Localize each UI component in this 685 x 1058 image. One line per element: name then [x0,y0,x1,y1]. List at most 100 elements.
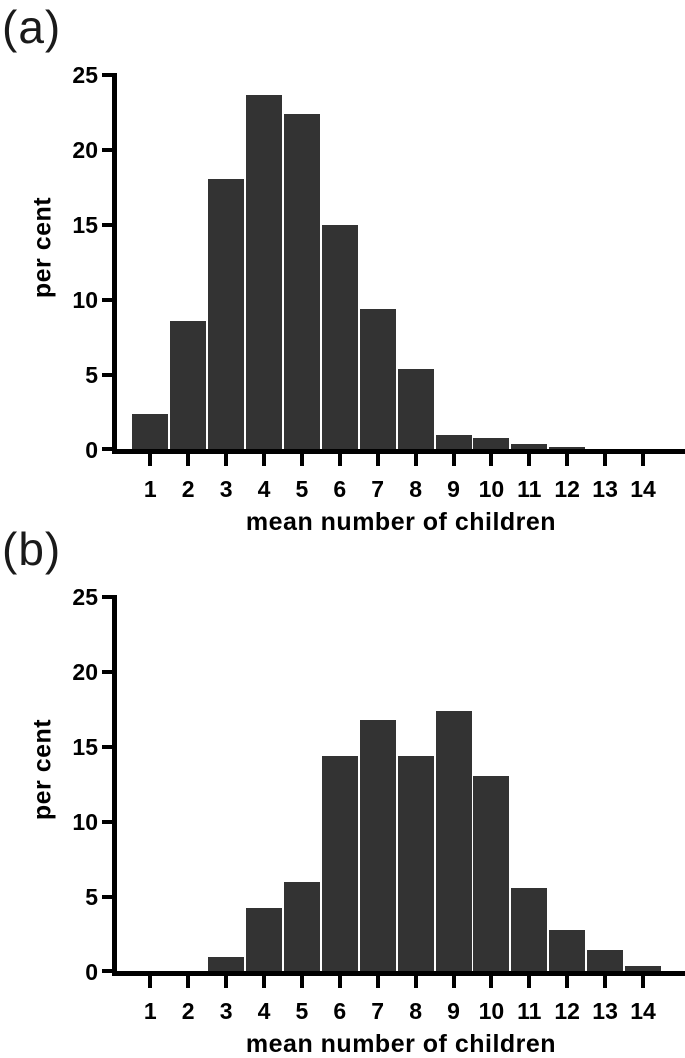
x-tick-label: 9 [447,998,460,1024]
x-axis-line [112,449,685,454]
x-tick [186,454,191,466]
x-tick [375,454,380,466]
x-tick-label: 4 [257,476,271,502]
x-tick [186,976,191,988]
x-tick [375,976,380,988]
x-tick-label: 2 [181,476,195,502]
bar [511,444,548,449]
bar [359,309,396,449]
x-axis-title-a: mean number of children [245,508,557,536]
y-axis-title-a: per cent [28,196,57,299]
y-tick [102,969,112,973]
bar [321,756,358,971]
x-tick-label: 14 [630,998,656,1024]
x-tick [641,976,645,988]
bar [549,930,586,971]
x-tick-label: 5 [295,476,309,502]
x-tick-label: 11 [517,998,542,1024]
bar [397,369,434,449]
x-tick-label: 8 [409,998,422,1024]
x-tick-label: 6 [333,998,347,1024]
x-tick-label: 7 [371,998,385,1024]
y-tick [102,819,112,824]
y-tick [102,894,112,899]
x-tick [641,454,645,466]
bar [208,957,245,971]
x-tick [527,976,532,988]
panel-b-label: (b) [2,523,62,575]
y-tick-label: 15 [72,733,98,760]
x-tick [337,454,342,466]
x-tick [451,454,456,466]
y-axis-title-b: per cent [28,718,57,821]
x-tick-label: 3 [219,476,233,502]
x-tick [337,976,342,988]
y-tick-label: 15 [72,211,98,238]
bar [246,95,282,449]
y-axis-line [112,595,117,976]
x-tick [299,976,304,988]
y-tick [102,222,112,227]
x-tick [148,454,153,466]
bar [587,950,624,971]
x-tick-label: 2 [181,998,195,1024]
x-tick [413,454,418,466]
bar [435,711,472,971]
x-tick-label: 10 [478,476,505,502]
x-tick [224,976,229,988]
x-tick [603,976,608,988]
x-tick-label: 13 [592,476,618,502]
x-tick [489,976,494,988]
bar [473,776,510,971]
y-tick-label: 25 [72,61,98,88]
y-tick [102,72,112,77]
bar [397,756,434,971]
y-tick [102,594,112,599]
x-tick-label: 13 [592,998,618,1024]
x-tick-label: 10 [478,998,505,1024]
bar [473,438,510,449]
panel-a-label: (a) [2,1,62,53]
x-tick-label: 12 [554,476,580,502]
x-axis-title-b: mean number of children [245,1030,557,1058]
bar [625,966,661,971]
y-tick-label: 5 [85,883,98,910]
panel-b: (b) 0 5 10 15 20 25 1 2 3 4 5 6 7 8 9 10 11 12 13 14 per ce… [0,522,685,1058]
bar [246,908,282,971]
x-tick [299,454,304,466]
y-tick [102,447,112,451]
bar [132,414,169,449]
y-tick-label: 20 [72,136,98,163]
y-tick-label: 10 [72,808,98,835]
y-tick-label: 0 [85,958,98,985]
x-tick-label: 11 [517,476,542,502]
x-tick [262,976,266,988]
x-tick-label: 8 [409,476,422,502]
y-tick-label: 10 [72,286,98,313]
x-tick [527,454,532,466]
x-tick-label: 4 [257,998,271,1024]
y-tick [102,297,112,302]
x-tick [489,454,494,466]
bar [283,882,320,971]
x-tick-label: 7 [371,476,385,502]
y-tick-label: 25 [72,583,98,610]
y-tick [102,372,112,377]
x-axis-line [112,971,685,976]
y-tick-label: 0 [85,436,98,463]
x-tick-label: 5 [295,998,309,1024]
bar [435,435,472,449]
x-tick [603,454,608,466]
x-tick [148,976,153,988]
plot-area-b: 0 5 10 15 20 25 1 2 3 4 5 6 7 8 9 10 11 12 13 14 [0,522,685,1058]
x-tick-label: 1 [143,998,157,1024]
x-tick-label: 9 [447,476,460,502]
y-tick [102,669,112,674]
bar [321,225,358,449]
bar [208,179,245,449]
y-tick-label: 20 [72,658,98,685]
x-tick [451,976,456,988]
x-tick-label: 14 [630,476,656,502]
x-tick-label: 1 [143,476,157,502]
